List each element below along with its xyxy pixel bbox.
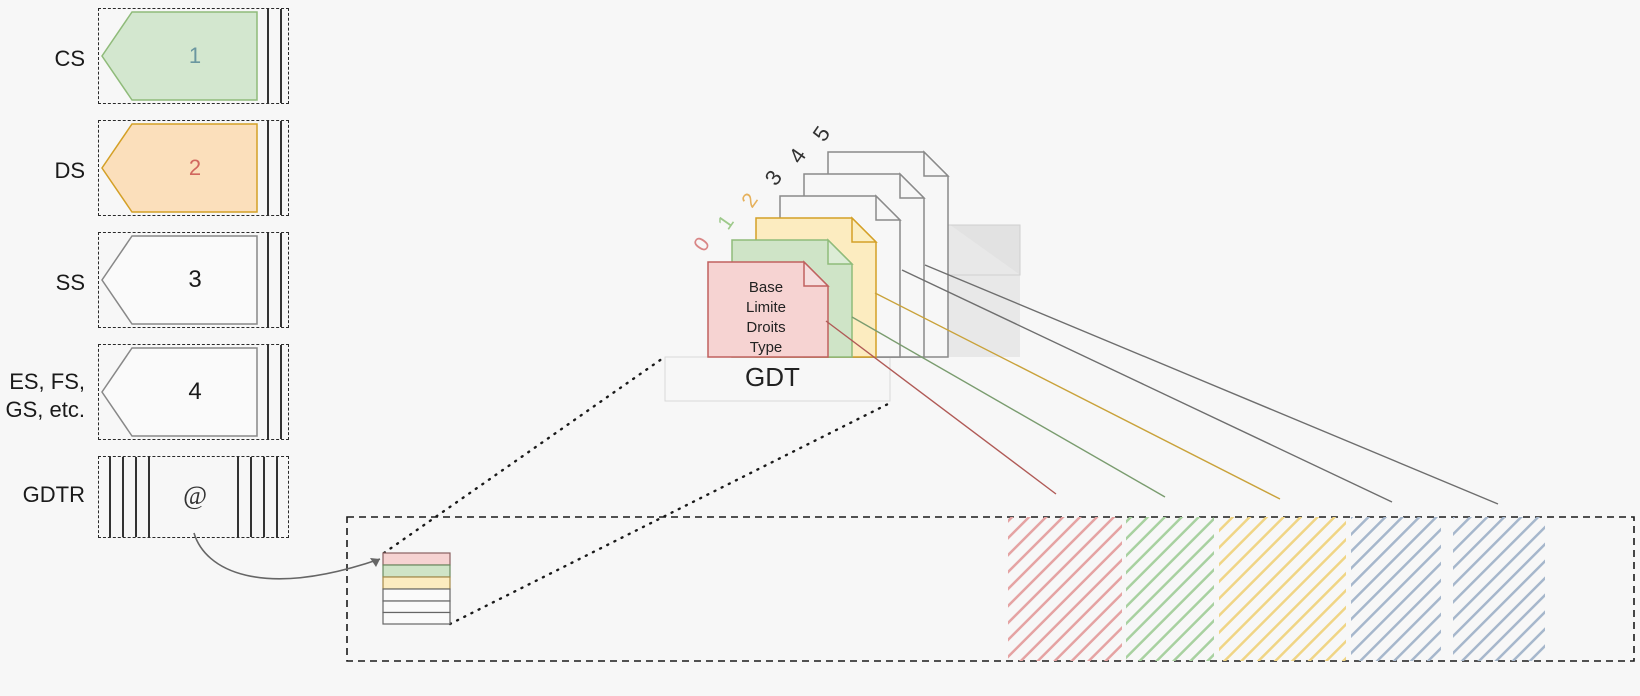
svg-text:2: 2 — [737, 189, 763, 212]
svg-text:3: 3 — [760, 165, 788, 189]
svg-text:4: 4 — [784, 143, 812, 167]
svg-text:Droits: Droits — [746, 319, 785, 336]
svg-text:Limite: Limite — [746, 299, 786, 316]
svg-text:GDT: GDT — [745, 362, 800, 392]
svg-text:Base: Base — [749, 279, 783, 296]
svg-text:0: 0 — [689, 233, 715, 256]
svg-text:1: 1 — [713, 211, 739, 234]
svg-text:5: 5 — [808, 121, 836, 145]
svg-text:Type: Type — [750, 339, 783, 356]
